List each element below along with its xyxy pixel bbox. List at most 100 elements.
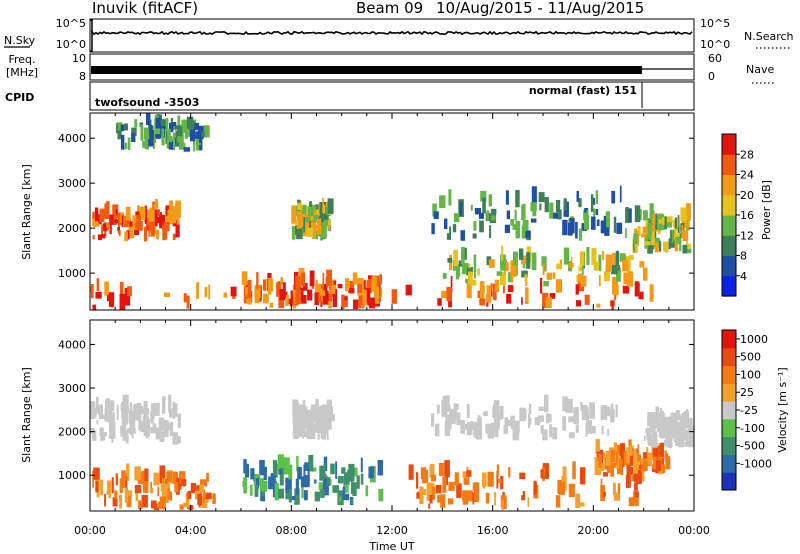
echo-cell — [542, 463, 549, 479]
echo-cell — [100, 432, 107, 437]
echo-cell — [316, 424, 322, 433]
echo-cell — [507, 272, 512, 282]
echo-cell — [322, 290, 329, 305]
echo-cell — [450, 276, 453, 293]
echo-cell — [555, 495, 561, 508]
echo-cell — [605, 211, 610, 229]
echo-cell — [457, 264, 461, 277]
echo-cell — [136, 402, 142, 421]
echo-cell — [317, 204, 321, 214]
echo-cell — [512, 224, 517, 230]
echo-cell — [437, 298, 442, 306]
echo-cell — [639, 472, 645, 482]
echo-cell — [466, 281, 472, 299]
velocity-x-ticks — [89, 320, 695, 511]
echo-cell — [112, 497, 118, 507]
echo-cell — [545, 414, 552, 423]
echo-cell — [141, 495, 148, 508]
echo-cell — [379, 274, 382, 285]
echo-cell — [377, 459, 383, 476]
echo-cell — [195, 138, 200, 151]
echo-cell — [277, 281, 282, 295]
echo-cell — [620, 465, 624, 475]
echo-cell — [521, 495, 526, 501]
colorbar-cell — [722, 454, 736, 473]
echo-cell — [455, 269, 460, 280]
echo-cell — [426, 484, 433, 501]
echo-cell — [529, 417, 532, 425]
echo-cell — [364, 288, 371, 304]
echo-cell — [538, 406, 544, 411]
echo-cell — [652, 426, 655, 437]
echo-cell — [508, 467, 511, 478]
echo-cell — [120, 403, 126, 411]
echo-cell — [162, 488, 169, 503]
echo-cell — [157, 486, 160, 497]
echo-cell — [447, 258, 453, 263]
echo-cell — [301, 417, 307, 427]
echo-cell — [98, 414, 106, 420]
echo-cell — [521, 204, 524, 221]
echo-cell — [647, 433, 652, 443]
echo-cell — [512, 428, 520, 441]
echo-cell — [647, 412, 654, 419]
echo-cell — [337, 284, 343, 289]
echo-cell — [532, 210, 537, 217]
echo-cell — [578, 228, 583, 241]
echo-cell — [305, 415, 312, 422]
echo-cell — [656, 460, 661, 472]
echo-cell — [589, 402, 595, 419]
velocity-colorbar-cells — [722, 330, 736, 491]
y-tick-label: 3000 — [58, 382, 86, 395]
echo-cell — [629, 455, 633, 466]
echo-cell — [472, 492, 475, 505]
echo-cell — [117, 227, 120, 232]
echo-cell — [241, 271, 248, 286]
echo-cell — [505, 190, 509, 205]
echo-cell — [522, 491, 525, 498]
echo-cell — [142, 422, 147, 429]
echo-cell — [479, 281, 485, 298]
echo-cell — [162, 396, 166, 414]
power-colorbar-label: Power [dB] — [760, 180, 773, 240]
colorbar-tick-label: 20 — [740, 189, 754, 202]
echo-cell — [330, 285, 336, 294]
echo-cell — [324, 477, 331, 486]
echo-cell — [478, 212, 484, 219]
freq-tick-top: 10 — [72, 52, 86, 65]
echo-cell — [285, 295, 289, 306]
nsearch-tick-top: 10^5 — [700, 17, 730, 30]
echo-cell — [598, 254, 602, 272]
echo-cell — [168, 408, 173, 418]
echo-cell — [131, 127, 137, 136]
echo-cell — [494, 492, 497, 506]
echo-cell — [295, 289, 301, 305]
echo-cell — [288, 489, 292, 503]
echo-cell — [269, 302, 274, 308]
echo-cell — [575, 221, 578, 239]
echo-cell — [169, 421, 174, 436]
echo-cell — [673, 436, 676, 443]
echo-cell — [615, 451, 618, 465]
echo-cell — [622, 285, 630, 294]
echo-cell — [575, 424, 579, 433]
echo-cell — [538, 192, 545, 203]
echo-cell — [298, 213, 305, 228]
echo-cell — [611, 300, 614, 310]
echo-cell — [90, 407, 97, 418]
echo-cell — [128, 410, 134, 424]
colorbar-tick-label: 12 — [740, 229, 754, 242]
echo-cell — [378, 488, 384, 502]
echo-cell — [580, 467, 586, 485]
echo-cell — [664, 244, 669, 253]
echo-cell — [319, 465, 326, 481]
echo-cell — [279, 468, 284, 486]
echo-cell — [530, 218, 537, 223]
echo-cell — [491, 208, 497, 214]
echo-cell — [166, 471, 172, 482]
echo-cell — [651, 225, 655, 230]
echo-cell — [448, 481, 455, 491]
echo-cell — [290, 496, 296, 500]
echo-cell — [416, 491, 420, 499]
echo-cell — [126, 492, 132, 508]
